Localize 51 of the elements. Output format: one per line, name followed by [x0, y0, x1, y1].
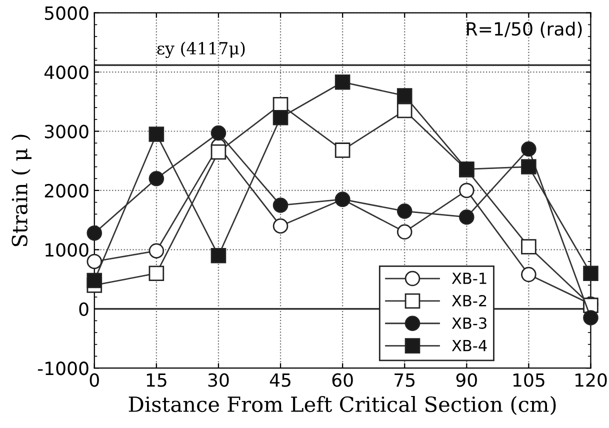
point	[396, 204, 412, 219]
point	[583, 266, 598, 281]
y-axis-title: Strain ( μ )	[11, 134, 32, 246]
point	[272, 198, 288, 213]
point	[210, 125, 226, 141]
x-tick-label: 60	[332, 373, 353, 387]
y-tick-label: -1000	[38, 362, 88, 376]
point	[210, 248, 226, 264]
ref-line-label: εy (4117μ)	[157, 42, 245, 58]
point	[86, 272, 102, 288]
y-tick-label: 4000	[44, 66, 88, 80]
legend-label: XB-4	[452, 340, 487, 352]
point	[521, 266, 536, 282]
legend-label: XB-2	[452, 294, 486, 306]
y-tick-label: 0	[79, 302, 88, 316]
y-tick-label: 2000	[44, 184, 88, 198]
point	[459, 209, 474, 225]
point	[521, 141, 536, 157]
point	[272, 218, 288, 234]
legend-label: XB-3	[452, 317, 486, 329]
point	[521, 239, 536, 254]
x-tick-label: 30	[208, 373, 229, 387]
point	[210, 144, 226, 160]
point	[396, 224, 412, 240]
x-tick-label: 0	[90, 373, 99, 387]
x-tick-label: 45	[270, 373, 290, 387]
point	[583, 310, 598, 326]
x-tick-label: 105	[513, 373, 544, 387]
y-tick-label: 3000	[44, 124, 88, 138]
point	[272, 110, 288, 126]
point	[148, 170, 164, 186]
point	[148, 266, 164, 281]
x-tick-label: 75	[394, 373, 415, 387]
point	[396, 88, 412, 104]
y-tick-label: 5000	[44, 6, 88, 20]
point	[86, 225, 102, 241]
point	[521, 159, 536, 174]
x-axis-title: Distance From Left Critical Section (cm)	[128, 396, 556, 416]
x-tick-label: 15	[146, 373, 166, 387]
point	[334, 142, 350, 158]
point	[86, 254, 102, 270]
point	[334, 74, 350, 90]
y-tick-label: 1000	[46, 243, 88, 257]
annotation: R=1/50 (rad)	[467, 22, 582, 38]
point	[148, 126, 164, 142]
legend-label: XB-1	[452, 272, 486, 284]
x-tick-label: 90	[456, 373, 477, 387]
point	[148, 243, 164, 258]
point	[459, 182, 474, 198]
x-tick-label: 120	[575, 373, 607, 387]
point	[396, 102, 412, 118]
